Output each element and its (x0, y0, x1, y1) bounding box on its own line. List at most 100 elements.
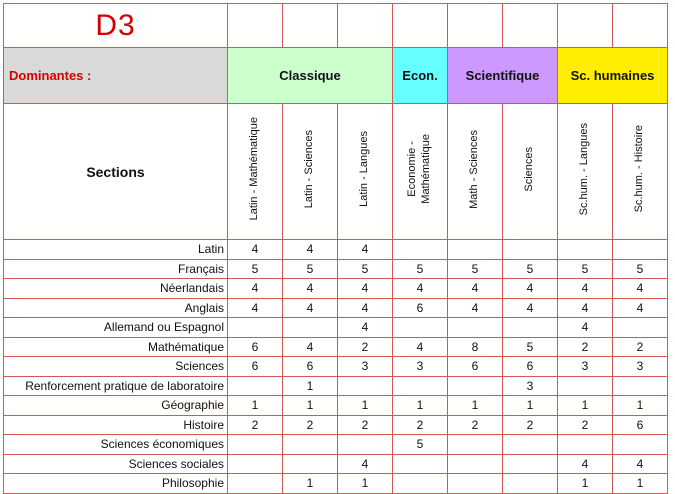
value-cell: 4 (337, 278, 393, 299)
column-header-label: Latin - Mathématique (248, 117, 261, 221)
value-cell: 5 (392, 434, 448, 455)
value-cell: 4 (337, 453, 393, 474)
value-cell (282, 317, 338, 338)
value-cell: 4 (337, 239, 393, 260)
value-cell (502, 434, 558, 455)
value-cell: 4 (227, 278, 283, 299)
group-header-row: Dominantes : Classique Econ. Scientifiqu… (3, 47, 668, 104)
value-cell (227, 317, 283, 338)
value-cell: 6 (612, 414, 668, 435)
value-cell: 6 (392, 297, 448, 318)
table-row: Néerlandais 4 4 4 4 4 4 4 4 (3, 278, 668, 299)
value-cell (447, 317, 503, 338)
value-cell: 1 (282, 375, 338, 396)
row-label: Renforcement pratique de laboratoire (3, 375, 228, 396)
table-row: Allemand ou Espagnol 4 4 (3, 317, 668, 338)
value-cell: 3 (502, 375, 558, 396)
value-cell: 3 (392, 356, 448, 377)
group-header-econ: Econ. (392, 47, 448, 104)
column-header-label: Sciences (523, 146, 536, 192)
column-header: Sc.hum. - Histoire (612, 103, 668, 240)
value-cell: 4 (282, 239, 338, 260)
spacer-cell (227, 3, 283, 48)
value-cell: 4 (447, 278, 503, 299)
row-label: Sciences économiques (3, 434, 228, 455)
group-header-classique: Classique (227, 47, 393, 104)
value-cell (612, 317, 668, 338)
value-cell (392, 375, 448, 396)
table-row: Latin 4 4 4 (3, 239, 668, 260)
value-cell: 2 (337, 414, 393, 435)
value-cell (447, 239, 503, 260)
value-cell (337, 434, 393, 455)
column-header-label: Sc.hum. - Langues (578, 122, 591, 216)
table-row: Sciences 6 6 3 3 6 6 3 3 (3, 356, 668, 377)
table-body: Latin 4 4 4 Français 5 5 5 5 5 5 5 5 Néerlandais 4 4 4 4 4… (3, 239, 668, 494)
value-cell: 4 (612, 278, 668, 299)
column-header-label: Math - Sciences (468, 129, 481, 209)
spacer-cell (447, 3, 503, 48)
group-header-scientifique: Scientifique (447, 47, 558, 104)
column-header: Latin - Mathématique (227, 103, 283, 240)
column-header: Latin - Langues (337, 103, 393, 240)
value-cell: 1 (502, 395, 558, 416)
row-label: Allemand ou Espagnol (3, 317, 228, 338)
dominantes-label: Dominantes : (3, 47, 228, 104)
value-cell: 2 (557, 414, 613, 435)
value-cell: 4 (337, 297, 393, 318)
value-cell: 2 (282, 414, 338, 435)
row-label: Sciences sociales (3, 453, 228, 474)
value-cell (282, 453, 338, 474)
value-cell: 5 (392, 258, 448, 279)
value-cell (502, 317, 558, 338)
row-label: Anglais (3, 297, 228, 318)
spacer-cell (502, 3, 558, 48)
value-cell: 4 (227, 297, 283, 318)
value-cell: 1 (392, 395, 448, 416)
value-cell: 2 (227, 414, 283, 435)
value-cell: 1 (447, 395, 503, 416)
column-header-row: Sections Latin - Mathématique Latin - Sc… (3, 103, 668, 240)
value-cell: 6 (227, 356, 283, 377)
value-cell: 4 (447, 297, 503, 318)
value-cell: 1 (337, 473, 393, 494)
row-label: Français (3, 258, 228, 279)
value-cell (337, 375, 393, 396)
spacer-cell (282, 3, 338, 48)
table-row: Géographie 1 1 1 1 1 1 1 1 (3, 395, 668, 416)
value-cell (227, 473, 283, 494)
value-cell (612, 239, 668, 260)
row-label: Sciences (3, 356, 228, 377)
value-cell: 5 (502, 336, 558, 357)
value-cell: 4 (502, 278, 558, 299)
spacer-cell (392, 3, 448, 48)
table-row: Anglais 4 4 4 6 4 4 4 4 (3, 297, 668, 318)
value-cell: 4 (612, 453, 668, 474)
value-cell: 3 (612, 356, 668, 377)
value-cell: 2 (447, 414, 503, 435)
value-cell: 5 (502, 258, 558, 279)
value-cell: 2 (337, 336, 393, 357)
sections-table: D3 Dominantes : Classique Econ. Scientif… (3, 3, 668, 494)
value-cell: 5 (227, 258, 283, 279)
value-cell: 3 (337, 356, 393, 377)
value-cell: 5 (557, 258, 613, 279)
value-cell: 4 (392, 336, 448, 357)
value-cell: 6 (502, 356, 558, 377)
column-header-label: Economie - Mathématique (406, 134, 432, 204)
value-cell: 8 (447, 336, 503, 357)
value-cell (557, 239, 613, 260)
value-cell: 2 (557, 336, 613, 357)
table-row: Histoire 2 2 2 2 2 2 2 6 (3, 414, 668, 435)
value-cell (227, 375, 283, 396)
value-cell (392, 473, 448, 494)
value-cell (227, 434, 283, 455)
spacer-cell (557, 3, 613, 48)
timetable-sheet: D3 Dominantes : Classique Econ. Scientif… (3, 3, 668, 494)
column-header-label: Latin - Langues (358, 131, 371, 207)
table-row: Sciences sociales 4 4 4 (3, 453, 668, 474)
column-header-label: Latin - Sciences (303, 129, 316, 209)
row-label: Philosophie (3, 473, 228, 494)
value-cell: 4 (502, 297, 558, 318)
value-cell: 4 (282, 336, 338, 357)
